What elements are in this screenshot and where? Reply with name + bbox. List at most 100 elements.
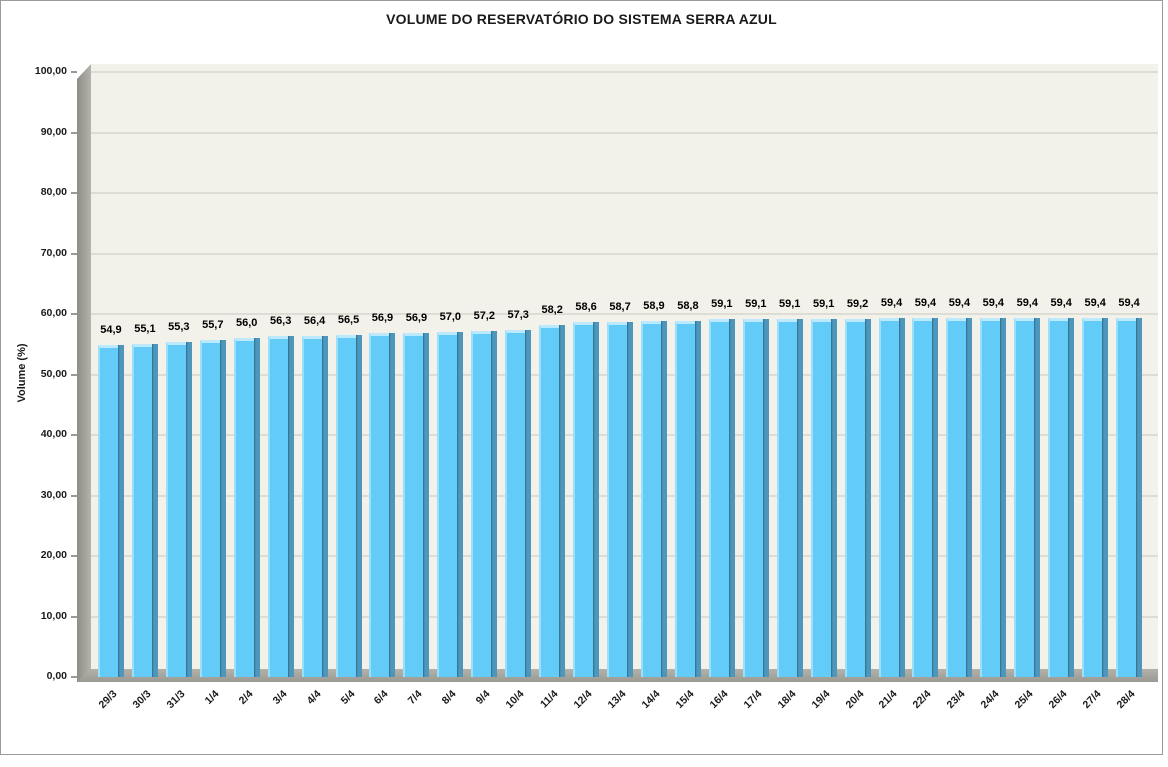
y-tick-label: 50,00 [40, 367, 67, 380]
bar-value-label: 56,9 [405, 312, 428, 324]
bar [810, 319, 837, 677]
bar-side-3d [864, 319, 871, 677]
bar-slot: 57,3 [501, 64, 535, 677]
bar [742, 319, 769, 677]
bar-value-label: 58,8 [677, 300, 699, 312]
bar [776, 319, 803, 677]
y-tick-label: 0,00 [46, 670, 67, 682]
bar-slot: 55,3 [162, 64, 196, 677]
bar-value-label: 59,4 [1050, 297, 1072, 309]
bar-side-3d [151, 344, 158, 677]
bar-value-label: 59,1 [812, 298, 835, 310]
bar-slot: 54,9 [94, 64, 128, 677]
bar-value-label: 59,4 [1016, 297, 1038, 309]
bar [437, 332, 464, 677]
bar-side-3d [1034, 318, 1041, 677]
bar-side-3d [219, 340, 226, 677]
bar-side-3d [830, 319, 837, 677]
y-tick-label: 40,00 [40, 428, 67, 440]
bar-value-label: 59,4 [914, 297, 937, 309]
bar [335, 335, 362, 677]
gridline [91, 252, 1158, 255]
bar-slot: 59,1 [773, 64, 807, 677]
y-tick-label: 10,00 [40, 609, 67, 622]
bar [1048, 318, 1075, 677]
bar-value-label: 59,1 [745, 298, 767, 310]
bar [674, 321, 701, 677]
bar [946, 318, 973, 677]
bar-value-label: 59,4 [1084, 297, 1106, 309]
bar-side-3d [1000, 318, 1007, 677]
bar-value-label: 59,4 [880, 297, 903, 309]
bars-container: 54,9 55,1 55,3 55,7 56,0 56,3 56,4 56,5 56,9 56,9… [94, 64, 1146, 677]
bar-value-label: 59,2 [846, 298, 869, 310]
y-tick-label: 30,00 [40, 488, 67, 501]
bar-slot: 59,4 [1044, 64, 1078, 677]
bar-side-3d [321, 336, 328, 677]
bar [471, 331, 498, 677]
y-tick-mark [71, 71, 77, 73]
y-tick-label: 90,00 [40, 125, 67, 138]
bar-slot: 59,4 [1010, 64, 1044, 677]
bar-slot: 59,4 [875, 64, 909, 677]
bar-value-label: 56,0 [236, 317, 258, 329]
bar-slot: 56,5 [332, 64, 366, 677]
bar-value-label: 59,4 [948, 297, 971, 309]
bar-slot: 58,7 [603, 64, 637, 677]
bar-side-3d [423, 333, 430, 677]
plot-left-wall-3d [77, 64, 91, 682]
bar-value-label: 56,5 [337, 314, 360, 326]
bar-side-3d [728, 319, 735, 677]
bar-value-label: 56,3 [269, 315, 292, 327]
bar-slot: 56,4 [298, 64, 332, 677]
bar-side-3d [694, 321, 701, 677]
bar-side-3d [932, 318, 939, 677]
bar [1014, 318, 1041, 677]
bar-value-label: 58,6 [575, 301, 597, 313]
bar-side-3d [660, 321, 667, 677]
bar-side-3d [355, 335, 362, 677]
bar-value-label: 57,0 [439, 311, 462, 323]
bar-side-3d [627, 322, 634, 677]
bar [844, 319, 871, 677]
y-tick-mark [71, 676, 77, 678]
gridline [91, 313, 1158, 315]
gridline [91, 71, 1158, 73]
bar-slot: 59,4 [976, 64, 1010, 677]
bar-value-label: 55,7 [202, 319, 224, 331]
bar [1082, 318, 1109, 677]
y-tick-label: 70,00 [40, 246, 67, 259]
y-tick-label: 20,00 [40, 549, 67, 561]
y-tick-label: 60,00 [40, 307, 67, 319]
bar-side-3d [559, 325, 566, 677]
bar-slot: 58,2 [535, 64, 569, 677]
bar [199, 340, 226, 677]
bar-slot: 56,3 [264, 64, 298, 677]
bar [878, 318, 905, 677]
bar-slot: 57,0 [433, 64, 467, 677]
bar-value-label: 57,3 [507, 309, 529, 321]
bar-side-3d [287, 336, 294, 677]
bar-slot: 59,1 [739, 64, 773, 677]
bar-slot: 59,4 [942, 64, 976, 677]
bar [369, 333, 396, 677]
bar [505, 330, 532, 677]
y-tick-mark [71, 555, 77, 557]
bar-value-label: 59,1 [779, 298, 801, 310]
bar-slot: 59,4 [1112, 64, 1146, 677]
bar [1116, 318, 1143, 677]
y-tick-label: 100,00 [34, 65, 67, 77]
bar-side-3d [457, 332, 464, 677]
bar-side-3d [389, 333, 396, 677]
bar [980, 318, 1007, 677]
bar-slot: 59,4 [909, 64, 943, 677]
bar-side-3d [762, 319, 769, 677]
bar-value-label: 56,4 [303, 315, 326, 327]
bar-side-3d [1068, 318, 1075, 677]
bar-value-label: 54,9 [100, 324, 122, 336]
bar-slot: 58,9 [637, 64, 671, 677]
chart-title: VOLUME DO RESERVATÓRIO DO SISTEMA SERRA … [386, 11, 777, 27]
bar-value-label: 59,4 [982, 297, 1005, 309]
bar-side-3d [796, 319, 803, 677]
